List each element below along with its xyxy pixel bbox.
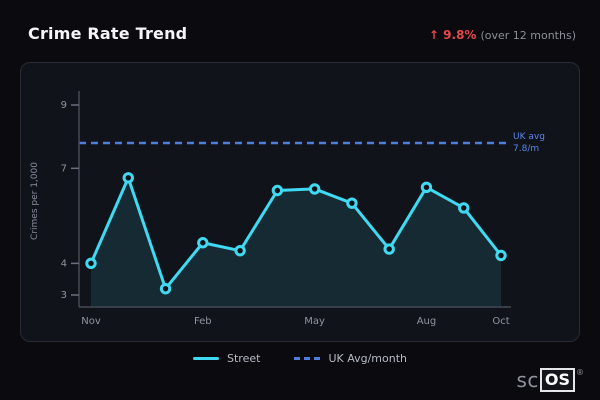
- data-point-dot: [85, 257, 97, 270]
- chart-legend: Street UK Avg/month: [0, 352, 600, 365]
- y-axis-tick-label: 3: [61, 290, 67, 301]
- x-axis-tick-label: Feb: [194, 316, 212, 327]
- uk-avg-annotation: UK avg: [513, 132, 545, 142]
- header: Crime Rate Trend ↑ 9.8% (over 12 months): [28, 24, 576, 43]
- trend-percentage: ↑ 9.8%: [428, 28, 477, 42]
- scos-logo: sc OS ®: [516, 368, 584, 392]
- data-point-dot: [122, 172, 134, 184]
- chart-card: 3 4 7 9 Nov Feb May Aug Oct Crimes per 1,000 UK av…: [20, 62, 580, 342]
- data-point-dot: [271, 184, 284, 197]
- data-point-dot: [234, 244, 246, 257]
- data-point-dot: [159, 282, 172, 295]
- street-line: [89, 176, 503, 291]
- street-line-swatch: [193, 357, 219, 360]
- legend-item-uk-avg[interactable]: UK Avg/month: [294, 352, 407, 365]
- data-point-dot: [420, 181, 433, 194]
- y-axis-tick-label: 9: [61, 100, 67, 111]
- street-area-fill: [91, 177, 501, 307]
- data-point-dot: [197, 237, 209, 249]
- data-point-dot: [458, 202, 470, 214]
- logo-boxed-os: OS: [539, 368, 575, 392]
- crime-trend-chart: 3 4 7 9 Nov Feb May Aug Oct Crimes per 1,000 UK av…: [30, 91, 545, 327]
- x-axis-tick-label: Aug: [417, 316, 437, 327]
- trend-up-arrow-icon: ↑: [428, 28, 439, 42]
- legend-label-street: Street: [227, 352, 261, 365]
- page-title: Crime Rate Trend: [28, 24, 188, 43]
- y-axis-tick-label: 4: [61, 258, 67, 269]
- logo-prefix: sc: [516, 368, 539, 392]
- legend-label-uk-avg: UK Avg/month: [328, 352, 407, 365]
- x-axis-tick-label: Oct: [492, 316, 509, 327]
- x-axis-tick-label: May: [304, 316, 325, 327]
- data-point-dot: [383, 243, 395, 255]
- legend-item-street[interactable]: Street: [193, 352, 260, 365]
- trend-indicator: ↑ 9.8% (over 12 months): [429, 28, 576, 42]
- uk-avg-annotation: 7.8/m: [513, 144, 539, 154]
- data-point-dot: [346, 197, 358, 209]
- registered-mark-icon: ®: [576, 368, 584, 377]
- trend-caption: (over 12 months): [480, 29, 576, 42]
- data-point-dot: [308, 183, 321, 195]
- uk-avg-dash-swatch: [294, 357, 321, 360]
- data-point-dot: [495, 249, 507, 262]
- y-axis-title: Crimes per 1,000: [30, 162, 40, 240]
- x-axis-tick-label: Nov: [81, 316, 101, 327]
- y-axis-tick-label: 7: [61, 163, 67, 174]
